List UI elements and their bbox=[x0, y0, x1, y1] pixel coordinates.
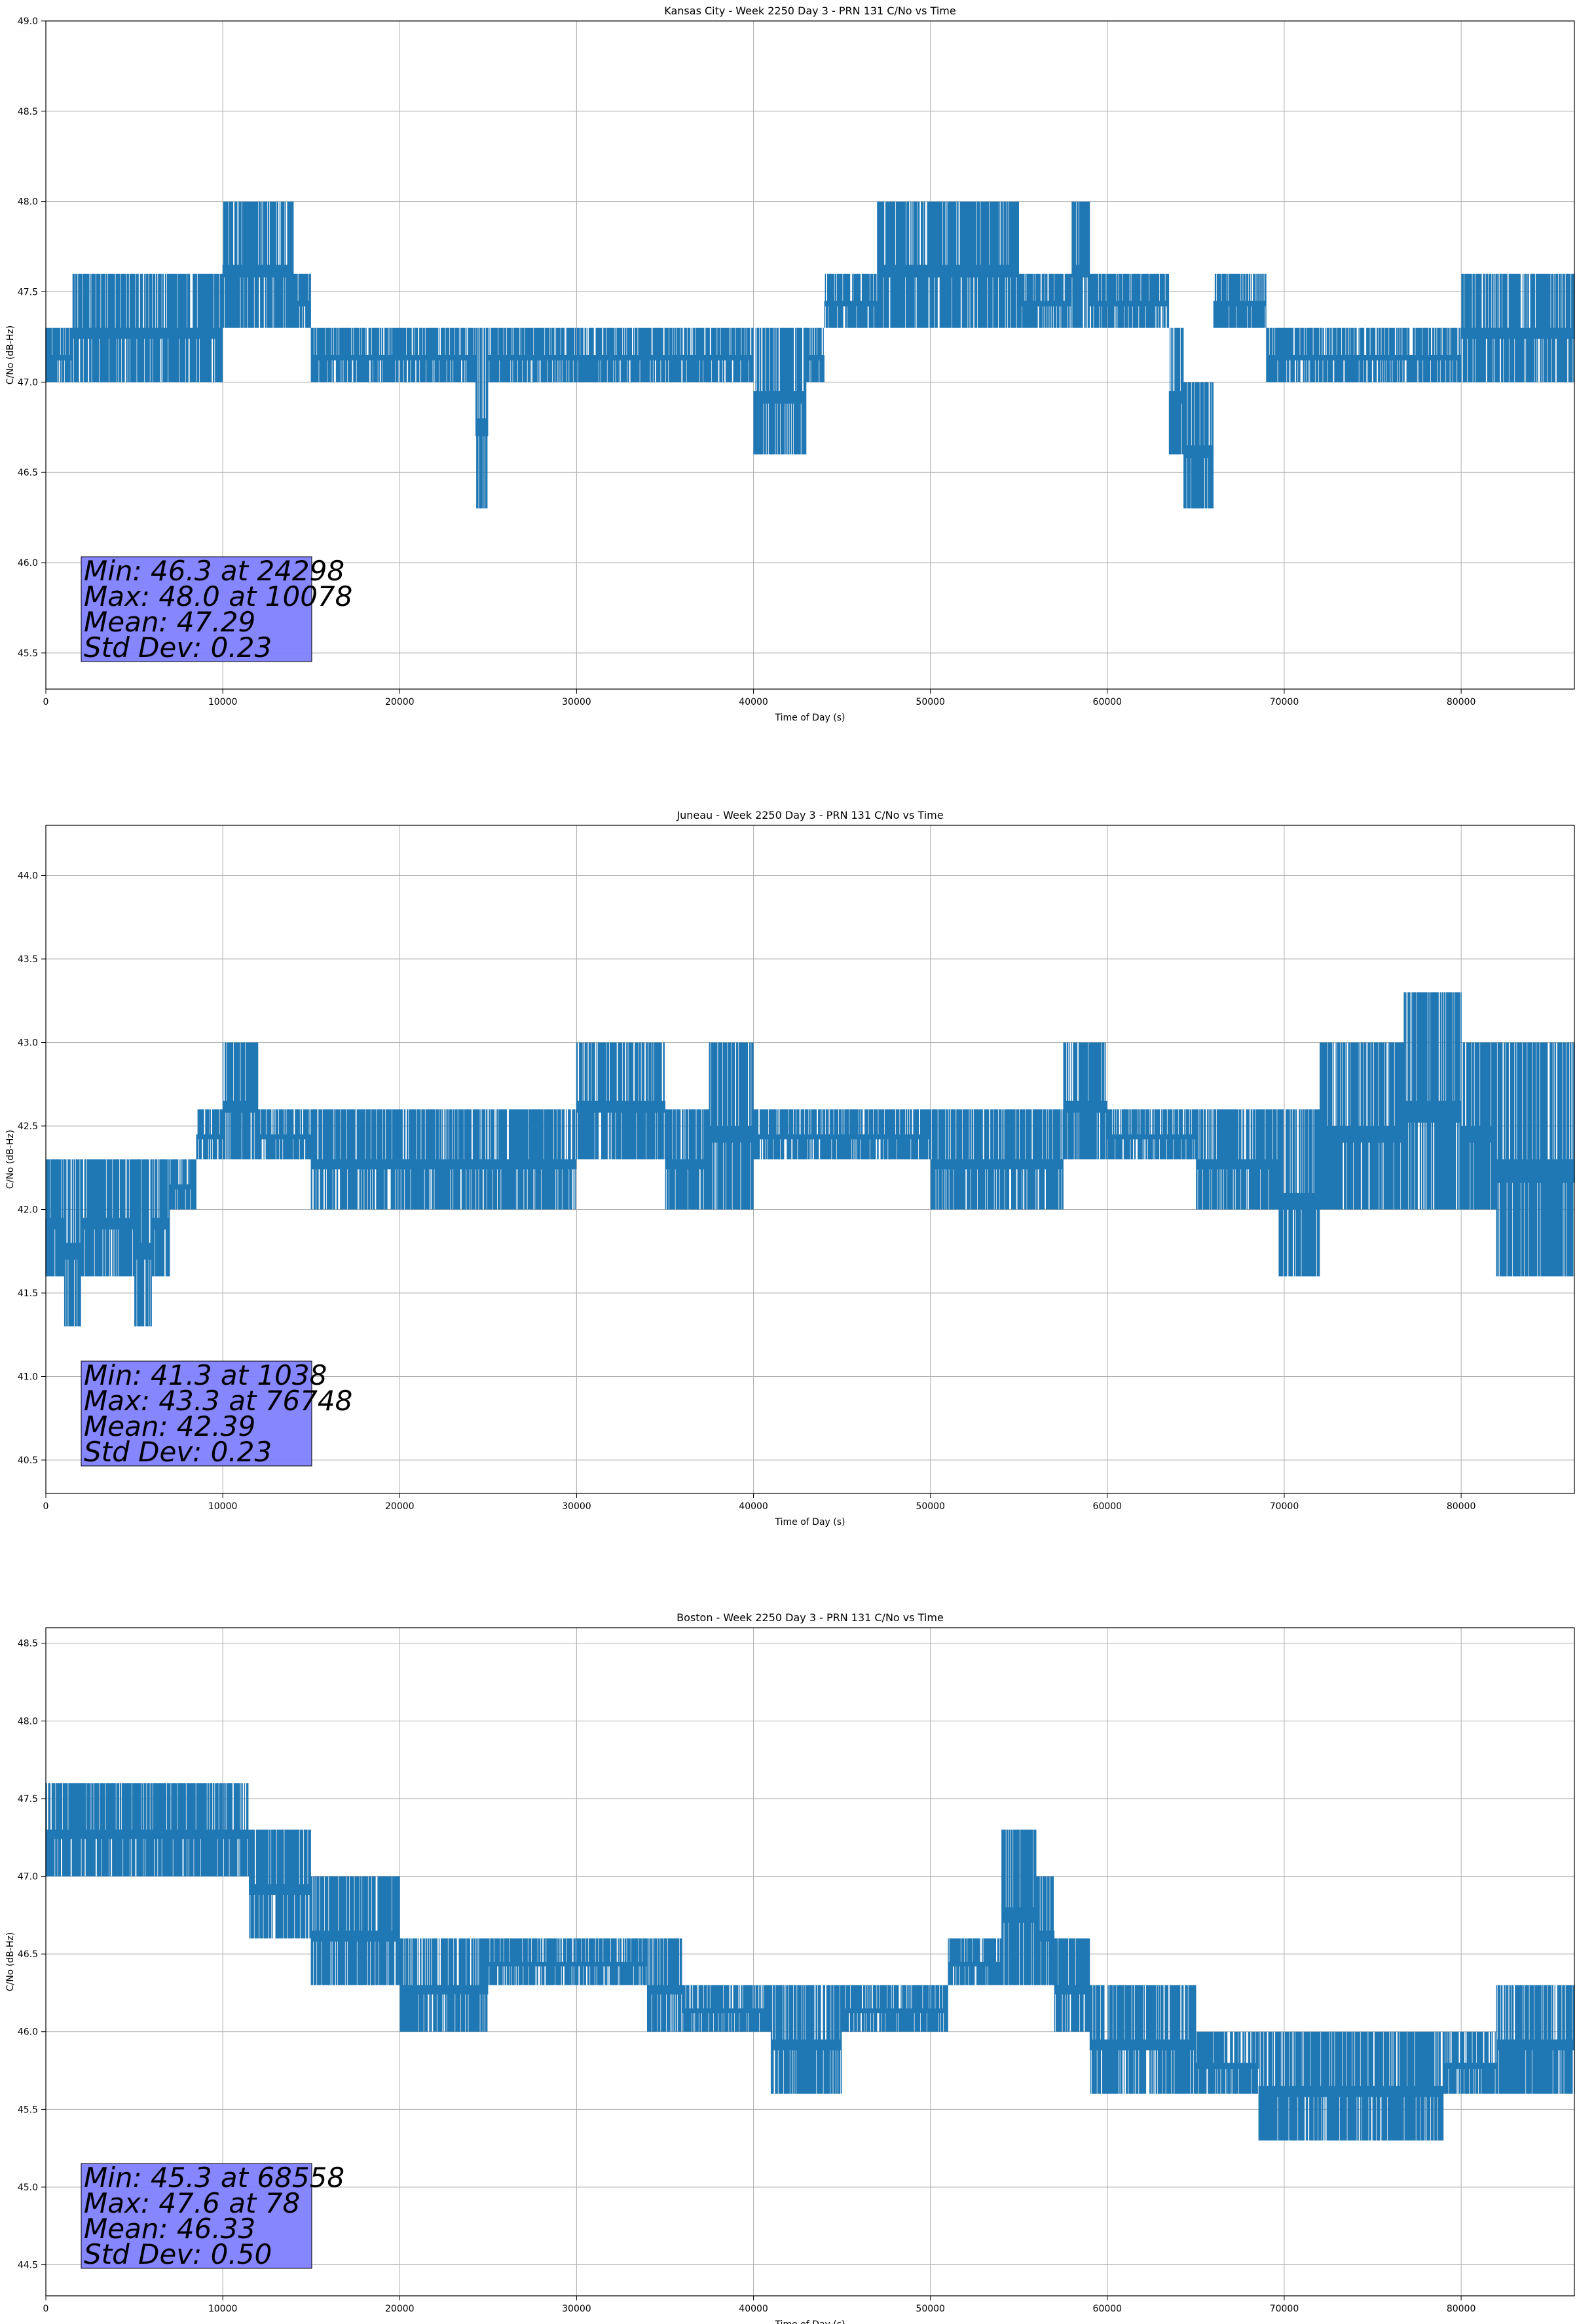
y-tick-label: 43.0 bbox=[18, 1038, 38, 1049]
y-tick-label: 44.5 bbox=[18, 2260, 38, 2271]
y-tick-label: 49.0 bbox=[18, 16, 38, 27]
x-tick-label: 30000 bbox=[562, 1501, 591, 1512]
x-tick-label: 60000 bbox=[1093, 1501, 1122, 1512]
y-tick-label: 42.5 bbox=[18, 1121, 38, 1132]
y-axis-label: C/No (dB-Hz) bbox=[5, 1932, 16, 1991]
x-tick-label: 60000 bbox=[1093, 2304, 1122, 2314]
y-axis-label: C/No (dB-Hz) bbox=[5, 1130, 16, 1189]
y-tick-label: 42.0 bbox=[18, 1205, 38, 1216]
x-tick-label: 70000 bbox=[1270, 697, 1299, 707]
stats-box bbox=[81, 556, 312, 662]
stats-line: Max: 43.3 at 76748 bbox=[84, 1385, 352, 1417]
axes-frame bbox=[45, 20, 1575, 690]
stats-line: Min: 46.3 at 24298 bbox=[84, 555, 344, 587]
axes-frame bbox=[45, 825, 1575, 1494]
x-tick-label: 80000 bbox=[1447, 2304, 1476, 2314]
stats-line: Min: 41.3 at 1038 bbox=[84, 1359, 327, 1391]
stats-line: Std Dev: 0.23 bbox=[84, 631, 272, 664]
x-tick-label: 50000 bbox=[916, 697, 945, 707]
y-tick-label: 47.0 bbox=[18, 1872, 38, 1883]
y-tick-label: 47.0 bbox=[18, 377, 38, 388]
x-tick-label: 20000 bbox=[385, 2304, 415, 2314]
y-axis-label: C/No (dB-Hz) bbox=[5, 326, 16, 384]
y-tick-label: 48.0 bbox=[18, 1716, 38, 1727]
y-tick-label: 47.5 bbox=[18, 288, 38, 298]
stats-box bbox=[81, 2163, 312, 2269]
y-tick-label: 45.5 bbox=[18, 2105, 38, 2115]
x-tick-label: 30000 bbox=[562, 697, 591, 707]
x-axis-label: Time of Day (s) bbox=[775, 1517, 845, 1527]
stats-box bbox=[81, 1360, 312, 1467]
y-tick-label: 43.5 bbox=[18, 954, 38, 965]
y-tick-label: 45.5 bbox=[18, 648, 38, 659]
y-tick-label: 46.5 bbox=[18, 1949, 38, 1960]
cno-series-line bbox=[45, 201, 1575, 509]
x-tick-label: 40000 bbox=[739, 2304, 768, 2314]
y-tick-label: 41.0 bbox=[18, 1372, 38, 1383]
chart-title: Boston - Week 2250 Day 3 - PRN 131 C/No … bbox=[677, 1611, 944, 1624]
stats-line: Mean: 42.39 bbox=[84, 1410, 255, 1442]
x-tick-label: 70000 bbox=[1270, 1501, 1299, 1512]
y-tick-label: 41.5 bbox=[18, 1288, 38, 1299]
x-tick-label: 20000 bbox=[385, 697, 415, 707]
x-tick-label: 60000 bbox=[1093, 697, 1122, 707]
x-tick-label: 50000 bbox=[916, 1501, 945, 1512]
x-tick-label: 80000 bbox=[1447, 1501, 1476, 1512]
y-tick-label: 40.5 bbox=[18, 1455, 38, 1466]
y-tick-label: 45.0 bbox=[18, 2183, 38, 2193]
y-tick-label: 46.0 bbox=[18, 558, 38, 569]
x-axis-label: Time of Day (s) bbox=[775, 2319, 845, 2324]
x-tick-label: 30000 bbox=[562, 2304, 591, 2314]
stats-line: Mean: 46.33 bbox=[84, 2213, 255, 2245]
x-tick-label: 50000 bbox=[916, 2304, 945, 2314]
x-tick-label: 10000 bbox=[208, 1501, 238, 1512]
x-tick-label: 10000 bbox=[208, 2304, 238, 2314]
x-tick-label: 70000 bbox=[1270, 2304, 1299, 2314]
y-tick-label: 46.0 bbox=[18, 2027, 38, 2038]
stats-line: Std Dev: 0.23 bbox=[84, 1436, 272, 1468]
stats-line: Mean: 47.29 bbox=[84, 606, 255, 638]
x-tick-label: 10000 bbox=[208, 697, 238, 707]
y-tick-label: 44.0 bbox=[18, 871, 38, 882]
y-tick-label: 48.0 bbox=[18, 197, 38, 208]
stats-line: Std Dev: 0.50 bbox=[84, 2238, 272, 2270]
x-tick-label: 0 bbox=[43, 1501, 49, 1512]
x-tick-label: 20000 bbox=[385, 1501, 415, 1512]
x-axis-label: Time of Day (s) bbox=[775, 713, 845, 723]
x-tick-label: 0 bbox=[43, 697, 49, 707]
chart-panel-1: 0 10000 20000 30000 40000 50000 60000 70000 8000… bbox=[5, 5, 1575, 723]
chart-title: Juneau - Week 2250 Day 3 - PRN 131 C/No … bbox=[676, 809, 943, 821]
y-tick-label: 48.5 bbox=[18, 107, 38, 117]
y-tick-label: 47.5 bbox=[18, 1794, 38, 1805]
chart-panel-3: 0 10000 20000 30000 40000 50000 60000 70000 8000… bbox=[5, 1611, 1575, 2324]
axes-frame bbox=[45, 1627, 1575, 2296]
x-tick-label: 80000 bbox=[1447, 697, 1476, 707]
cno-series-line bbox=[45, 1783, 1575, 2141]
x-tick-label: 40000 bbox=[739, 697, 768, 707]
x-tick-label: 0 bbox=[43, 2304, 49, 2314]
y-tick-label: 46.5 bbox=[18, 468, 38, 478]
stats-line: Min: 45.3 at 68558 bbox=[84, 2162, 344, 2194]
chart-panel-2: 0 10000 20000 30000 40000 50000 60000 70000 8000… bbox=[5, 809, 1575, 1527]
stats-line: Max: 48.0 at 10078 bbox=[84, 580, 352, 612]
y-tick-label: 48.5 bbox=[18, 1639, 38, 1649]
x-tick-label: 40000 bbox=[739, 1501, 768, 1512]
stats-line: Max: 47.6 at 78 bbox=[84, 2187, 300, 2219]
chart-title: Kansas City - Week 2250 Day 3 - PRN 131 … bbox=[664, 5, 955, 17]
